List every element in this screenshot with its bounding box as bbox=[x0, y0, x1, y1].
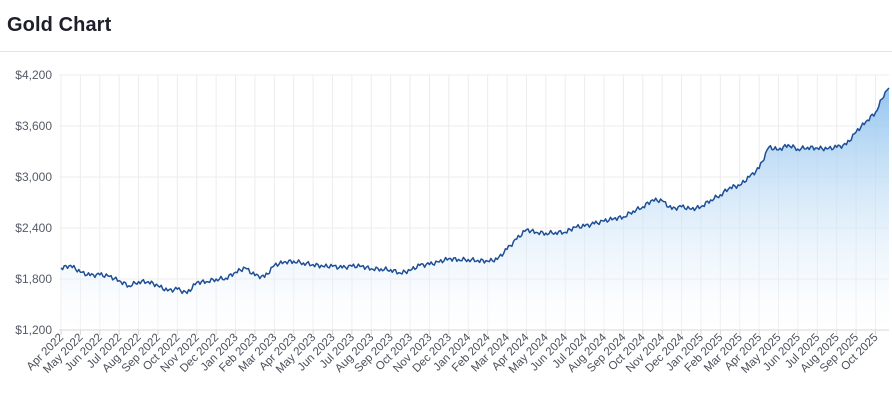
y-tick-label: $4,200 bbox=[15, 68, 52, 82]
y-tick-label: $2,400 bbox=[15, 221, 52, 235]
page-title: Gold Chart bbox=[7, 14, 112, 36]
price-area bbox=[61, 88, 889, 330]
y-tick-label: $3,000 bbox=[15, 170, 52, 184]
chart-header: Gold Chart bbox=[0, 0, 892, 52]
price-line bbox=[60, 87, 890, 295]
y-axis-labels: $1,200 $1,800 $2,400 $3,000 $3,600 $4,200 bbox=[15, 68, 52, 337]
y-tick-label: $3,600 bbox=[15, 119, 52, 133]
y-tick-label: $1,800 bbox=[15, 272, 52, 286]
y-tick-label: $1,200 bbox=[15, 323, 52, 337]
